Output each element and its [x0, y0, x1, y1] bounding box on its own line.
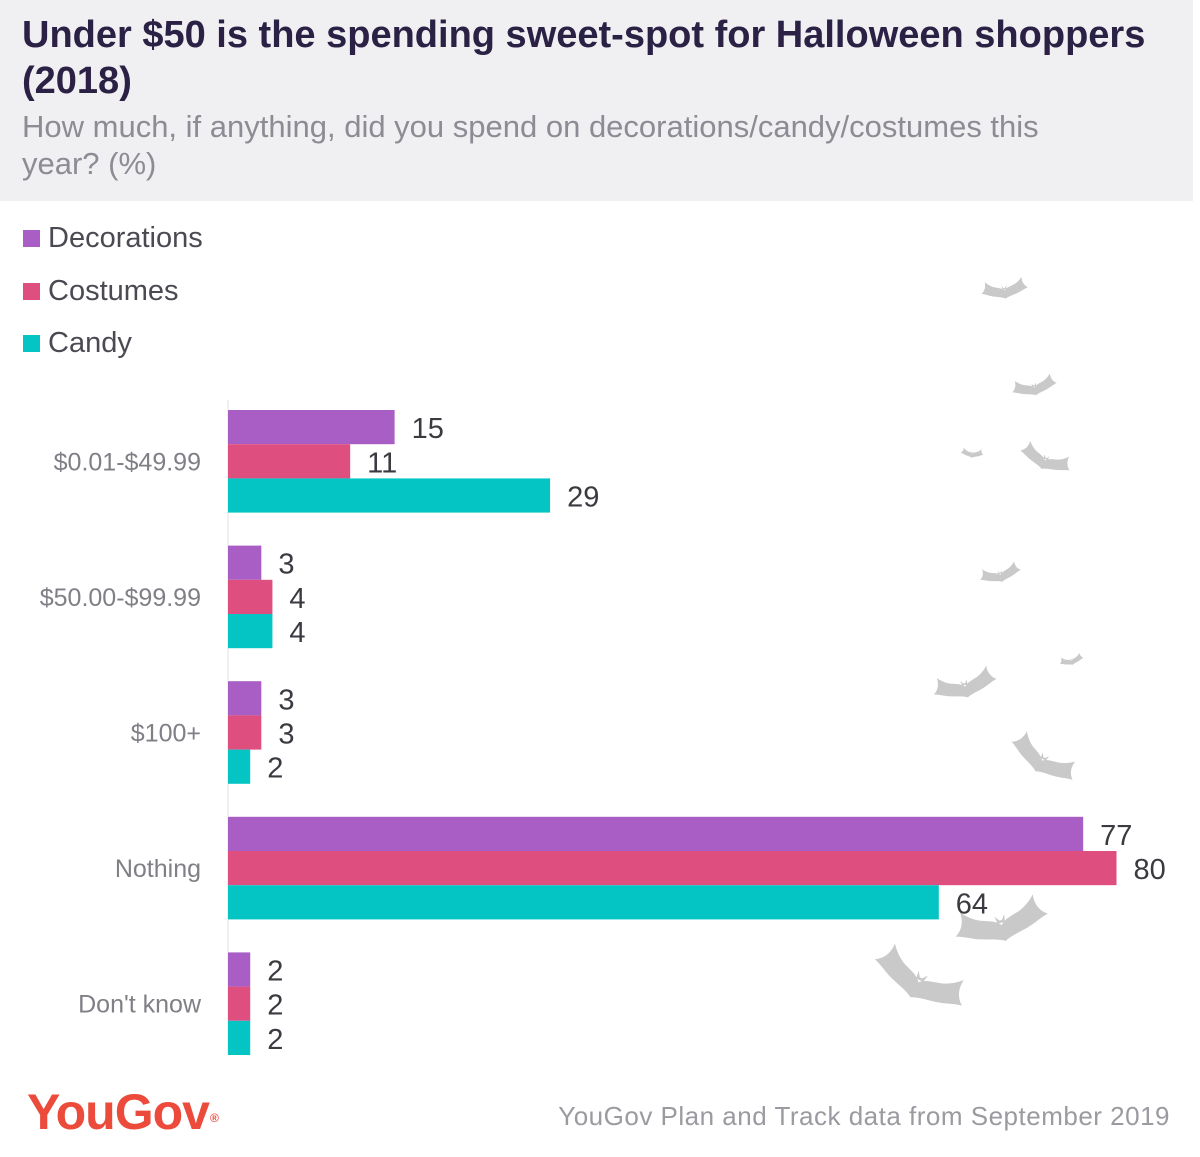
bar-candy — [228, 749, 251, 784]
value-label-candy: 2 — [267, 1024, 283, 1056]
legend-label-candy: Candy — [48, 327, 132, 359]
legend-label-costumes: Costumes — [48, 274, 179, 307]
category-label: $0.01-$49.99 — [54, 448, 201, 476]
bar-decorations — [228, 816, 1084, 851]
value-label-decorations: 3 — [278, 684, 294, 716]
bat-icon — [1020, 440, 1070, 471]
bar-decorations — [228, 410, 395, 445]
value-label-costumes: 80 — [1134, 854, 1166, 886]
value-label-decorations: 2 — [267, 956, 283, 988]
legend-swatch-candy — [23, 335, 40, 352]
bar-candy — [228, 1020, 251, 1055]
bat-icon — [1012, 373, 1057, 396]
bat-icon — [1059, 652, 1084, 665]
bat-icon — [1011, 731, 1076, 780]
chart-subtitle: How much, if anything, did you spend on … — [22, 109, 1039, 181]
bat-icon — [960, 447, 984, 458]
bat-icon — [933, 665, 997, 698]
bar-candy — [228, 614, 273, 649]
brand-name: YouGov — [27, 1084, 210, 1140]
value-label-costumes: 3 — [278, 719, 294, 751]
bar-costumes — [228, 851, 1117, 886]
header-panel: Under $50 is the spending sweet-spot for… — [0, 0, 1193, 201]
registered-mark: ® — [209, 1111, 219, 1125]
bar-costumes — [228, 579, 273, 614]
yougov-logo: YouGov® — [27, 1084, 219, 1140]
value-label-decorations: 3 — [278, 549, 294, 581]
chart-title: Under $50 is the spending sweet-spot for… — [22, 14, 1146, 102]
value-label-decorations: 77 — [1100, 820, 1132, 852]
category-label: Don't know — [78, 991, 202, 1019]
category-label: $50.00-$99.99 — [40, 584, 201, 612]
category-label: Nothing — [115, 855, 201, 883]
legend-label-decorations: Decorations — [48, 222, 203, 254]
bat-icon — [981, 276, 1028, 299]
value-label-candy: 2 — [267, 753, 283, 785]
bar-candy — [228, 478, 551, 513]
bar-costumes — [228, 444, 351, 479]
value-label-costumes: 11 — [367, 447, 397, 479]
value-label-candy: 64 — [956, 888, 988, 920]
bat-icon — [980, 561, 1021, 582]
bar-candy — [228, 885, 939, 920]
bar-decorations — [228, 681, 262, 716]
category-label: $100+ — [131, 720, 201, 748]
value-label-costumes: 4 — [289, 583, 305, 615]
value-label-costumes: 2 — [267, 990, 283, 1022]
value-label-candy: 4 — [289, 617, 305, 649]
bat-icon — [955, 894, 1048, 941]
bar-decorations — [228, 952, 251, 987]
legend-swatch-decorations — [23, 230, 40, 247]
value-label-candy: 29 — [567, 482, 599, 514]
value-label-decorations: 15 — [412, 413, 444, 445]
bar-costumes — [228, 715, 262, 750]
bar-decorations — [228, 545, 262, 580]
bar-costumes — [228, 986, 251, 1021]
source-note: YouGov Plan and Track data from Septembe… — [558, 1101, 1170, 1131]
bat-icon — [874, 943, 964, 1006]
legend-swatch-costumes — [23, 282, 40, 300]
